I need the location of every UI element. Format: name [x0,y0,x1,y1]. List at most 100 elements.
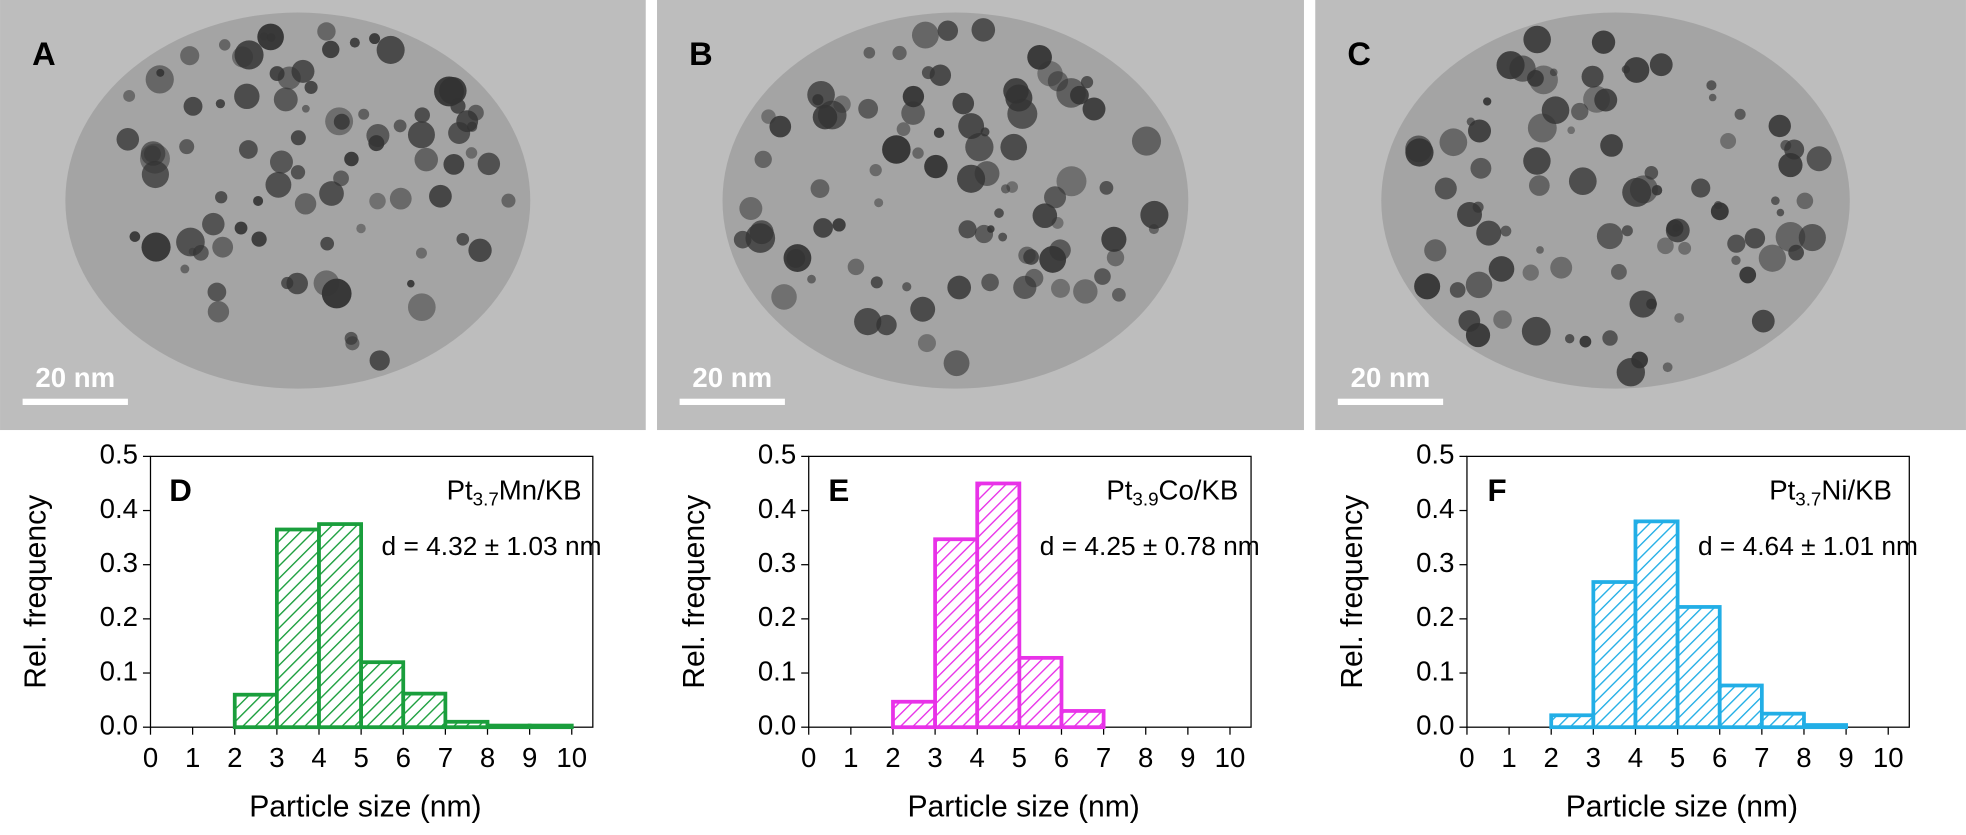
nanoparticle [1112,287,1126,302]
nanoparticle [910,296,936,322]
nanoparticle [1037,61,1063,87]
histogram-bar [443,719,490,730]
nanoparticle [1798,223,1826,252]
nanoparticle [1541,96,1570,125]
nanoparticle [319,181,344,206]
nanoparticle [456,232,470,246]
y-tick-label: 0.3 [758,547,796,578]
nanoparticle [1571,102,1589,121]
x-tick-label: 0 [143,742,158,773]
panel-label: A [32,35,56,72]
y-tick-label: 0.4 [758,493,796,524]
nanoparticle [202,212,225,236]
nanoparticle [876,314,897,336]
histogram-bar [274,527,321,730]
nanoparticle [1468,119,1492,143]
nanoparticle [192,244,209,261]
nanoparticle [1106,248,1125,267]
nanoparticle [1056,78,1086,108]
nanoparticle [253,195,264,206]
x-tick-label: 10 [1873,742,1904,773]
nanoparticle [832,218,846,232]
nanoparticle [1775,222,1806,252]
x-tick-label: 10 [1215,742,1246,773]
x-axis-label: Particle size (nm) [907,791,1139,824]
y-tick-label: 0.5 [758,439,796,470]
nanoparticle [1549,68,1558,77]
nanoparticle [733,230,752,249]
nanoparticle [947,275,972,300]
y-tick-label: 0.0 [758,709,796,740]
nanoparticle [1602,330,1618,346]
sample-main: Pt [1769,475,1795,506]
nanoparticle [783,244,812,272]
x-tick-label: 4 [970,742,985,773]
nanoparticle [215,99,226,109]
nanoparticle [943,350,970,377]
nanoparticle [304,80,318,94]
histogram-bar [317,522,364,730]
x-tick-label: 3 [927,742,942,773]
nanoparticle [123,90,136,102]
sample-rest: Co/KB [1159,475,1239,506]
nanoparticle [745,223,776,253]
x-tick-label: 8 [1138,742,1153,773]
nanoparticle [393,119,407,133]
nanoparticle [965,133,994,162]
nanoparticle [1434,177,1457,200]
nanoparticle [761,109,776,124]
x-axis-label: Particle size (nm) [249,791,481,824]
x-tick-label: 3 [1586,742,1601,773]
nanoparticle [344,331,358,345]
nanoparticle [1674,313,1685,323]
histogram-bar [232,692,279,730]
histogram-bar [1675,605,1722,730]
nanoparticle [1003,78,1029,104]
nanoparticle [1751,309,1775,333]
y-tick-label: 0.1 [1416,655,1454,686]
nanoparticle [1550,256,1573,279]
nanoparticle [234,221,248,235]
histogram-bar [1549,713,1596,730]
histogram-bar [1633,519,1680,730]
nanoparticle [313,270,340,296]
y-tick-label: 0.4 [1416,493,1454,524]
nanoparticle [1623,57,1650,83]
nanoparticle [456,110,479,133]
x-tick-label: 9 [522,742,537,773]
nanoparticle [415,247,427,259]
scale-bar-label: 20 nm [1351,362,1431,393]
histogram-bar [1759,711,1806,730]
y-tick-label: 0.1 [758,655,796,686]
nanoparticle [1644,166,1659,180]
y-axis-label: Rel. frequency [678,495,711,689]
panel-label: B [689,35,713,72]
panel-label: C [1347,35,1371,72]
nanoparticle [333,113,350,130]
nanoparticle [183,96,203,116]
nanoparticle [141,232,171,262]
histogram-bar [1059,709,1106,730]
y-axis-label: Rel. frequency [20,495,53,689]
nanoparticle [207,282,227,302]
sample-sub: 3.7 [473,488,499,509]
nanoparticle [407,279,415,288]
x-tick-label: 6 [1054,742,1069,773]
nanoparticle [450,98,466,114]
nanoparticle [1678,241,1692,255]
nanoparticle [807,80,835,109]
nanoparticle [140,141,166,166]
x-tick-label: 0 [1459,742,1474,773]
x-tick-label: 2 [227,742,242,773]
y-tick-label: 0.2 [100,601,138,632]
nanoparticle [290,165,306,180]
nanoparticle [813,218,833,238]
nanoparticle [1776,208,1785,217]
nanoparticle [180,46,200,66]
nanoparticle [958,113,985,139]
nanoparticle [1073,279,1098,304]
nanoparticle [771,284,797,310]
nanoparticle [1662,362,1673,373]
x-tick-label: 8 [1796,742,1811,773]
